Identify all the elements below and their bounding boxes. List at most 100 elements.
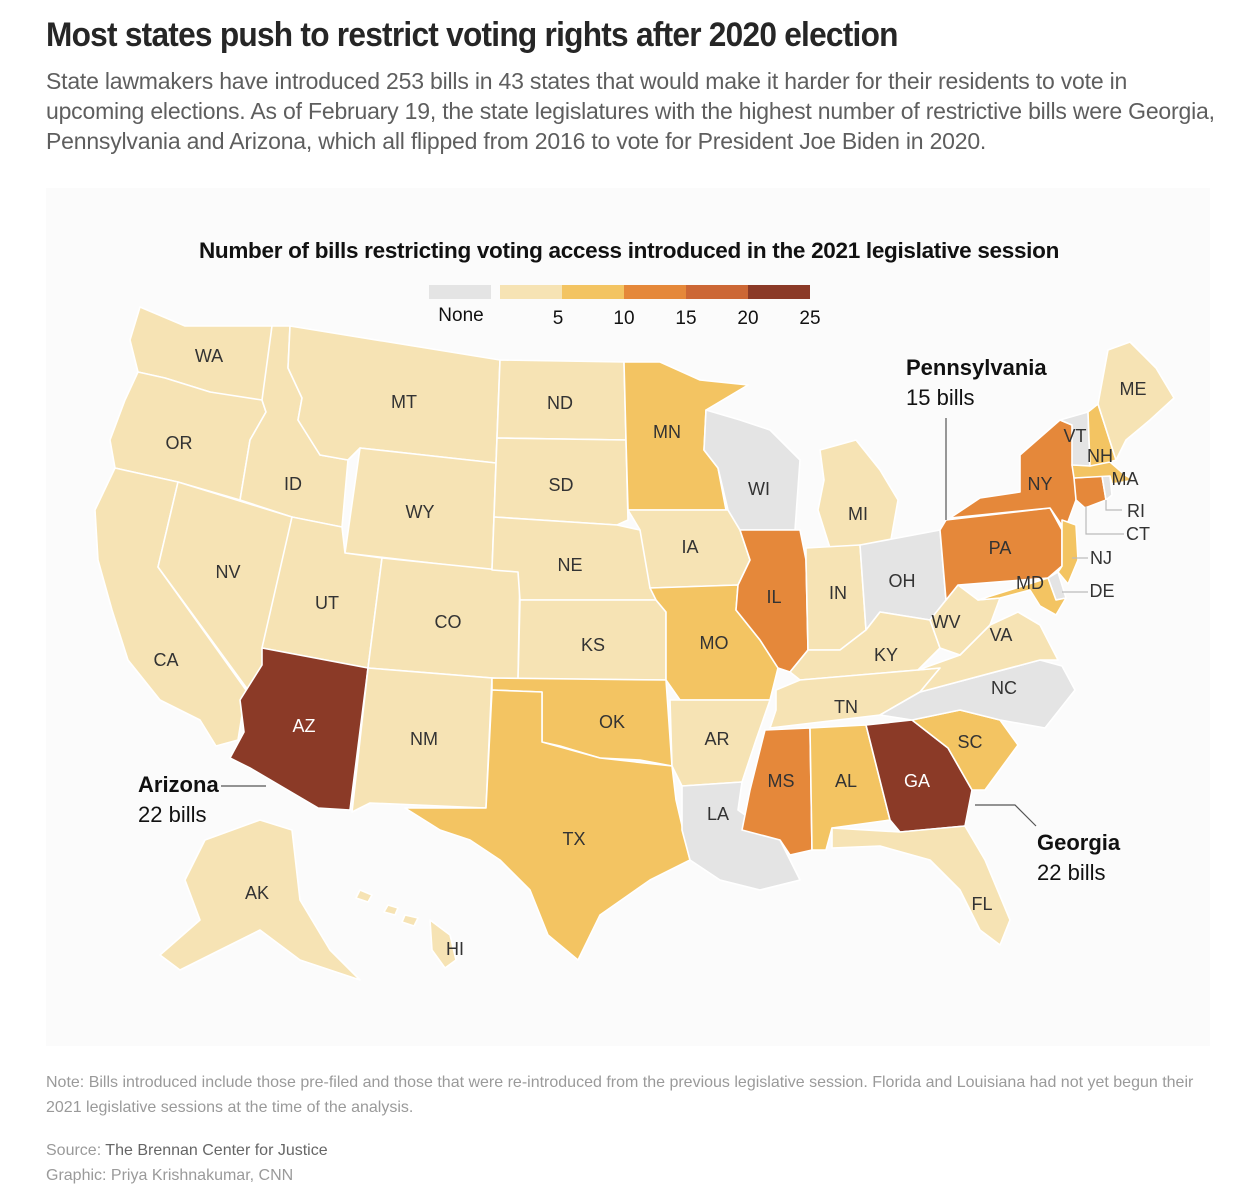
label-DE: DE [1089,581,1114,601]
source-line: Source: The Brennan Center for Justice [46,1138,328,1163]
state-MD[interactable] [977,577,1067,616]
label-CA: CA [153,650,178,670]
label-IN: IN [829,583,847,603]
state-ME[interactable] [1097,341,1175,461]
label-TN: TN [834,697,858,717]
state-NM[interactable] [351,667,493,813]
map-title: Number of bills restricting voting acces… [198,238,1060,263]
legend-swatch-bin-1 [500,285,562,299]
state-MI[interactable] [817,439,899,549]
legend-tick-25: 25 [799,308,820,329]
legend-tick-10: 10 [613,308,634,329]
label-CO: CO [435,612,462,632]
state-HI[interactable] [355,889,457,969]
label-CT: CT [1126,524,1150,544]
legend-none-label: None [438,305,483,326]
label-WI: WI [748,479,770,499]
label-MO: MO [700,633,729,653]
label-FL: FL [971,894,992,914]
annotation-georgia: Georgia 22 bills [975,804,1121,885]
label-ID: ID [284,474,302,494]
state-MA[interactable] [1071,461,1135,485]
annotation-pennsylvania-name: Pennsylvania [906,355,1047,380]
label-AK: AK [245,883,269,903]
label-PA: PA [989,538,1012,558]
annotation-arizona-name: Arizona [138,772,219,797]
label-VA: VA [990,625,1013,645]
footnote: Note: Bills introduced include those pre… [46,1074,1194,1116]
source-label: Source: [46,1142,102,1159]
label-ME: ME [1120,379,1147,399]
state-NC[interactable] [879,659,1076,729]
state-AZ[interactable] [229,647,369,811]
label-MN: MN [653,422,681,442]
state-VT[interactable] [1059,411,1091,467]
state-LA[interactable] [681,781,801,891]
state-NH[interactable] [1087,403,1117,467]
source-value: The Brennan Center for Justice [105,1142,328,1159]
label-SD: SD [548,475,573,495]
graphic-label: Graphic: [46,1167,107,1184]
label-NY: NY [1027,474,1052,494]
label-GA: GA [904,771,930,791]
label-VT: VT [1063,426,1086,446]
label-HI: HI [446,939,464,959]
headline: Most states push to restrict voting righ… [46,16,898,54]
label-MA: MA [1112,469,1139,489]
annotation-pennsylvania-value: 15 bills [906,385,974,410]
label-AR: AR [704,729,729,749]
label-NJ: NJ [1090,548,1112,568]
label-TX: TX [562,829,585,849]
annotation-georgia-value: 22 bills [1037,860,1105,885]
legend-tick-5: 5 [553,308,564,329]
label-IL: IL [766,587,781,607]
annotation-arizona-value: 22 bills [138,802,206,827]
label-NH: NH [1087,446,1113,466]
credits: Source: The Brennan Center for Justice G… [46,1138,328,1188]
states-layer [94,306,1175,981]
state-TX[interactable] [404,689,691,961]
label-NE: NE [557,555,582,575]
legend-swatch-bin-2 [562,285,624,299]
label-UT: UT [315,593,339,613]
dek: State lawmakers have introduced 253 bill… [46,68,1215,154]
annotation-arizona: Arizona 22 bills [138,772,266,827]
label-MS: MS [768,771,795,791]
label-RI: RI [1127,501,1145,521]
state-labels: WA OR CA ID NV MT WY UT CO AZ NM ND SD N… [153,346,1150,959]
label-AL: AL [835,771,857,791]
state-AK[interactable] [159,819,361,981]
label-NM: NM [410,729,438,749]
label-OH: OH [889,571,916,591]
legend-swatch-bin-4 [686,285,748,299]
state-IL[interactable] [735,529,809,673]
graphic-value: Priya Krishnakumar, CNN [110,1167,294,1184]
legend: None 5 10 15 20 25 [429,285,821,329]
label-WV: WV [932,612,961,632]
label-KY: KY [874,645,898,665]
label-KS: KS [581,635,605,655]
label-LA: LA [707,804,729,824]
small-state-leaders [1062,500,1124,593]
state-CT[interactable] [1073,475,1107,509]
legend-swatch-none [429,285,491,299]
graphic-line: Graphic: Priya Krishnakumar, CNN [46,1163,328,1188]
label-OK: OK [599,712,625,732]
legend-tick-20: 20 [737,308,758,329]
state-SD[interactable] [493,437,629,526]
label-SC: SC [957,732,982,752]
legend-swatch-bin-3 [624,285,686,299]
label-WA: WA [195,346,223,366]
label-WY: WY [406,502,435,522]
label-IA: IA [681,537,698,557]
label-AZ: AZ [292,716,315,736]
legend-swatch-bin-5 [748,285,810,299]
label-MD: MD [1016,573,1044,593]
annotation-georgia-name: Georgia [1037,830,1121,855]
state-NJ[interactable] [1057,519,1079,585]
label-ND: ND [547,393,573,413]
label-NV: NV [215,562,240,582]
state-FL[interactable] [831,825,1011,946]
annotation-georgia-leader [975,804,1037,827]
